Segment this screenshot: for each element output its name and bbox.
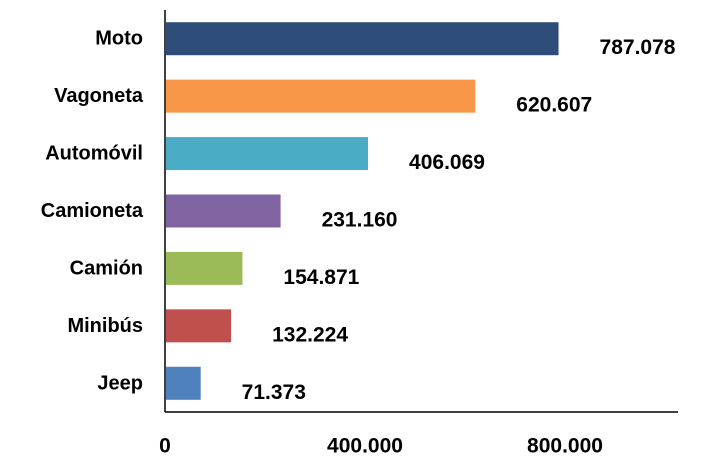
- bar-automovil: [166, 137, 369, 171]
- bar-vagoneta: [166, 79, 476, 113]
- bar-minibus: [166, 309, 232, 343]
- bar-camion: [166, 251, 243, 285]
- x-tick-label-0: 0: [159, 435, 171, 458]
- value-label-moto: 787.078: [600, 36, 676, 59]
- value-label-camioneta: 231.160: [322, 209, 398, 232]
- category-label-jeep: Jeep: [97, 372, 143, 394]
- value-label-automovil: 406.069: [409, 151, 485, 174]
- x-tick-label-1: 400.000: [327, 435, 403, 458]
- value-label-minibus: 132.224: [272, 323, 348, 346]
- value-label-jeep: 71.373: [242, 381, 306, 404]
- category-label-camioneta: Camioneta: [41, 200, 144, 222]
- category-label-moto: Moto: [95, 28, 143, 50]
- category-labels: Moto Vagoneta Automóvil Camioneta Camión Mini…: [41, 28, 144, 395]
- value-labels: 787.078 620.607 406.069 231.160 154.871 132.2…: [242, 36, 676, 404]
- x-tick-label-2: 800.000: [527, 435, 603, 458]
- bar-moto: [166, 22, 559, 56]
- value-label-camion: 154.871: [283, 266, 359, 289]
- bar-camioneta: [166, 194, 281, 228]
- category-label-automovil: Automóvil: [45, 143, 143, 165]
- bar-jeep: [166, 366, 201, 400]
- x-tick-labels: 0 400.000 800.000: [159, 435, 603, 458]
- category-label-vagoneta: Vagoneta: [54, 85, 144, 107]
- value-label-vagoneta: 620.607: [516, 94, 592, 117]
- category-label-minibus: Minibús: [67, 315, 143, 337]
- bars-group: [166, 22, 559, 400]
- category-label-camion: Camión: [70, 257, 143, 279]
